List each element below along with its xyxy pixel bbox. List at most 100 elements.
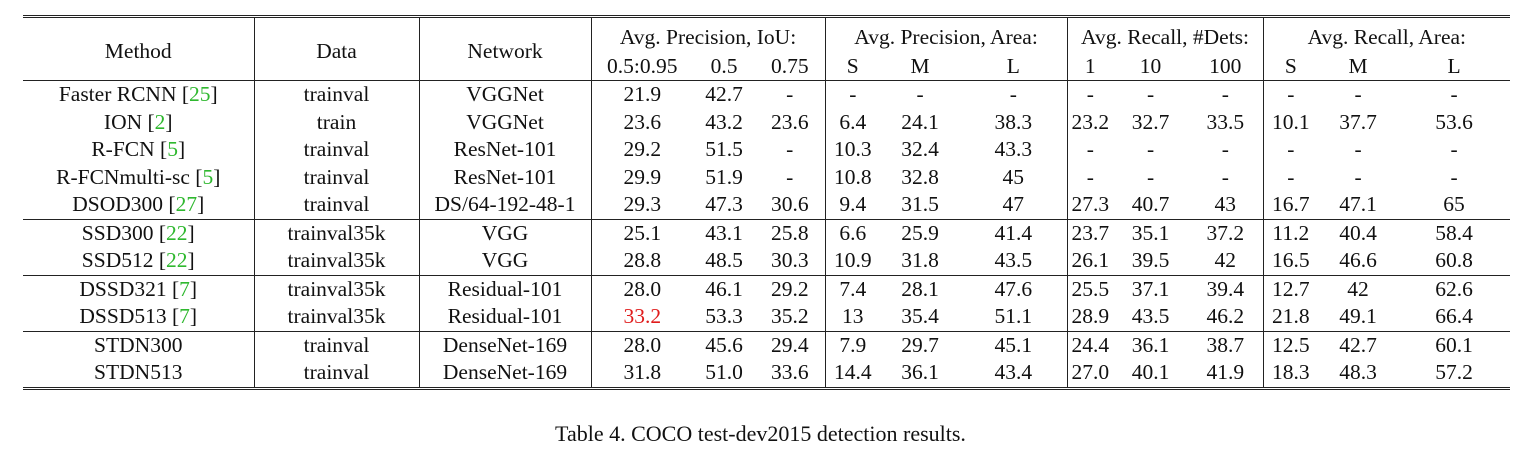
table-row: STDN513 trainval DenseNet-169 31.8 51.0 33.6 1… xyxy=(23,359,1510,388)
value-cell: 51.9 xyxy=(705,164,743,189)
value-cell: 25.8 xyxy=(755,218,826,247)
results-table: Method Data Network Avg. Precision, IoU:… xyxy=(23,15,1511,390)
subheader-cell: S xyxy=(1284,53,1297,78)
value-cell: 10.9 xyxy=(833,248,872,273)
data-cell: trainval xyxy=(254,359,420,388)
method-cell: Faster RCNN [25] xyxy=(23,80,255,109)
table-row: ION [2] train VGGNet 23.6 43.2 23.6 6.4 24.1 38.… xyxy=(23,108,1510,136)
value-cell: 29.9 xyxy=(623,164,662,189)
value-cell: 23.2 xyxy=(1071,109,1110,134)
header-method: Method xyxy=(23,16,255,81)
value-cell: - xyxy=(1086,82,1094,107)
value-cell: - xyxy=(1188,163,1264,191)
table-row: SSD300 [22] trainval35k VGG 25.1 43.1 25.8 6.6… xyxy=(23,218,1511,247)
citation-link[interactable]: 25 xyxy=(189,82,211,107)
value-cell: - xyxy=(1354,137,1362,162)
value-cell: 9.4 xyxy=(839,192,867,217)
value-cell: 14.4 xyxy=(833,360,872,385)
subheader-cell: L xyxy=(960,52,1068,81)
value-cell: 43.3 xyxy=(960,136,1068,164)
value-cell: 29.4 xyxy=(755,330,826,359)
value-cell: 66.4 xyxy=(1435,304,1473,329)
data-cell: trainval xyxy=(254,136,420,164)
value-cell: 40.1 xyxy=(1131,360,1170,385)
value-cell: 47 xyxy=(960,191,1068,219)
value-cell: 51.1 xyxy=(960,303,1068,331)
data-cell: trainval xyxy=(254,330,420,359)
value-cell: 18.3 xyxy=(1271,360,1310,385)
citation-link[interactable]: 7 xyxy=(179,304,190,329)
value-cell: 13 xyxy=(842,304,864,329)
method-cell: R-FCN [5] xyxy=(23,136,255,164)
value-cell: - xyxy=(1146,164,1155,189)
value-cell: 49.1 xyxy=(1339,304,1377,329)
value-cell: 25.1 xyxy=(591,218,693,247)
value-cell: 29.2 xyxy=(755,274,826,303)
value-cell: - xyxy=(1086,164,1094,189)
table-row: STDN300 trainval DenseNet-169 28.0 45.6 29.4 7… xyxy=(23,330,1511,359)
value-cell: 16.7 xyxy=(1271,192,1310,217)
value-cell: 7.9 xyxy=(825,330,881,359)
value-cell: 25.9 xyxy=(880,218,961,247)
value-cell: 6.4 xyxy=(839,109,867,134)
value-cell: 53.6 xyxy=(1435,109,1473,134)
value-cell: - xyxy=(1450,82,1458,107)
citation-link[interactable]: 22 xyxy=(166,220,188,245)
method-cell: DSSD513 [7] xyxy=(23,303,255,331)
network-cell: Residual-101 xyxy=(419,274,592,303)
value-cell: 42.7 xyxy=(705,82,743,107)
value-cell: - xyxy=(1188,80,1264,109)
subheader-cell: 0.75 xyxy=(755,52,826,81)
value-cell: 37.7 xyxy=(1339,109,1377,134)
data-cell: trainval35k xyxy=(254,303,420,331)
subheader-cell: 10 xyxy=(1139,53,1162,78)
value-cell: - xyxy=(1354,164,1362,189)
data-cell: trainval xyxy=(254,163,420,191)
value-cell: 29.7 xyxy=(880,330,961,359)
value-cell: 43.5 xyxy=(960,247,1068,275)
value-cell: 11.2 xyxy=(1263,218,1319,247)
method-name: R-FCNmulti-sc xyxy=(56,164,190,189)
value-cell: - xyxy=(755,80,826,109)
method-name: SSD300 xyxy=(81,220,154,245)
table-caption: Table 4. COCO test-dev2015 detection res… xyxy=(555,421,966,446)
subheader-cell: L xyxy=(1447,53,1461,78)
value-cell: 38.7 xyxy=(1188,330,1264,359)
method-cell: R-FCNmulti-sc [5] xyxy=(23,163,255,191)
citation-link[interactable]: 5 xyxy=(202,164,214,189)
value-cell: 45.1 xyxy=(960,330,1068,359)
value-cell: - xyxy=(1146,82,1155,107)
method-cell: DSOD300 [27] xyxy=(23,191,255,219)
value-cell: 23.6 xyxy=(755,108,826,136)
data-cell: trainval35k xyxy=(254,218,420,247)
citation-link[interactable]: 2 xyxy=(154,109,166,134)
table-row: SSD512 [22] trainval35k VGG 28.8 48.5 30.3 10.… xyxy=(23,247,1510,275)
subheader-cell: S xyxy=(846,53,859,78)
value-cell: 23.7 xyxy=(1067,218,1114,247)
network-cell: DenseNet-169 xyxy=(419,330,592,359)
value-cell: 31.8 xyxy=(623,360,662,385)
subheader-cell: M xyxy=(1348,53,1368,78)
method-cell: STDN300 xyxy=(23,330,255,359)
value-cell: 43.1 xyxy=(693,218,755,247)
value-cell: 43 xyxy=(1188,191,1264,219)
method-cell: SSD300 [22] xyxy=(23,218,255,247)
value-cell: 30.6 xyxy=(755,191,826,219)
citation-link[interactable]: 7 xyxy=(179,276,190,301)
value-cell: - xyxy=(1287,164,1295,189)
value-cell: 32.4 xyxy=(901,137,939,162)
subheader-cell: 1 xyxy=(1084,53,1096,78)
value-cell: 42.7 xyxy=(1318,330,1399,359)
value-cell: 43.2 xyxy=(705,109,743,134)
citation-link[interactable]: 5 xyxy=(167,137,178,162)
value-cell: 10.3 xyxy=(833,137,872,162)
value-cell: - xyxy=(1450,137,1458,162)
citation-link[interactable]: 27 xyxy=(175,192,198,217)
table-row: DSOD300 [27] trainval DS/64-192-48-1 29.3 47… xyxy=(23,191,1510,219)
table-row: Faster RCNN [25] trainval VGGNet 21.9 42.7- -… xyxy=(23,80,1510,109)
value-cell: 29.2 xyxy=(623,137,662,162)
citation-link[interactable]: 22 xyxy=(166,248,188,273)
value-cell: 47.3 xyxy=(705,192,743,217)
value-cell: 46.6 xyxy=(1339,248,1377,273)
value-cell: - xyxy=(1354,82,1362,107)
